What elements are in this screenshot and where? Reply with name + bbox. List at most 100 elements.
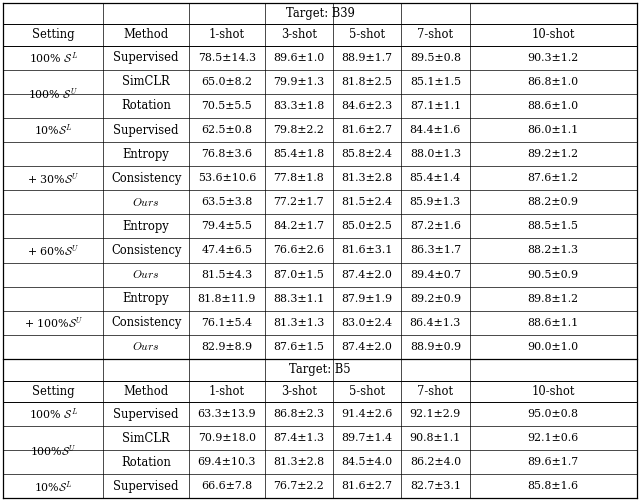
Text: SimCLR: SimCLR (122, 75, 170, 88)
Text: 87.6±1.2: 87.6±1.2 (527, 173, 579, 183)
Text: Method: Method (124, 29, 169, 42)
Text: 87.2±1.6: 87.2±1.6 (410, 221, 461, 231)
Text: 65.0±8.2: 65.0±8.2 (202, 77, 252, 87)
Text: 86.3±1.7: 86.3±1.7 (410, 245, 461, 256)
Text: Entropy: Entropy (123, 220, 170, 233)
Text: 79.8±2.2: 79.8±2.2 (273, 125, 324, 135)
Text: 87.4±2.0: 87.4±2.0 (342, 342, 392, 352)
Text: 84.4±1.6: 84.4±1.6 (410, 125, 461, 135)
Text: Entropy: Entropy (123, 292, 170, 305)
Text: $\boldsymbol{\mathit{Ours}}$: $\boldsymbol{\mathit{Ours}}$ (132, 340, 160, 353)
Text: 88.6±1.1: 88.6±1.1 (527, 318, 579, 328)
Text: 81.3±2.8: 81.3±2.8 (341, 173, 392, 183)
Text: 81.3±2.8: 81.3±2.8 (273, 457, 324, 467)
Text: + 30%$\mathcal{S}^U$: + 30%$\mathcal{S}^U$ (28, 171, 79, 185)
Text: 7-shot: 7-shot (417, 29, 453, 42)
Text: 88.6±1.0: 88.6±1.0 (527, 101, 579, 111)
Text: + 60%$\mathcal{S}^U$: + 60%$\mathcal{S}^U$ (28, 243, 79, 258)
Text: 70.9±18.0: 70.9±18.0 (198, 433, 256, 443)
Text: 90.5±0.9: 90.5±0.9 (527, 270, 579, 280)
Text: 76.7±2.2: 76.7±2.2 (273, 481, 324, 491)
Text: 63.3±13.9: 63.3±13.9 (198, 409, 256, 419)
Text: 86.8±2.3: 86.8±2.3 (273, 409, 324, 419)
Text: 89.6±1.7: 89.6±1.7 (527, 457, 579, 467)
Text: 81.6±2.7: 81.6±2.7 (341, 481, 392, 491)
Text: 5-shot: 5-shot (349, 29, 385, 42)
Text: 82.7±3.1: 82.7±3.1 (410, 481, 461, 491)
Text: 89.2±0.9: 89.2±0.9 (410, 294, 461, 304)
Text: 82.9±8.9: 82.9±8.9 (202, 342, 252, 352)
Text: 89.7±1.4: 89.7±1.4 (341, 433, 392, 443)
Text: 81.6±3.1: 81.6±3.1 (341, 245, 392, 256)
Text: 87.9±1.9: 87.9±1.9 (341, 294, 392, 304)
Text: Supervised: Supervised (113, 408, 179, 421)
Text: Method: Method (124, 385, 169, 398)
Text: 91.4±2.6: 91.4±2.6 (341, 409, 392, 419)
Text: 87.6±1.5: 87.6±1.5 (273, 342, 324, 352)
Text: 85.1±1.5: 85.1±1.5 (410, 77, 461, 87)
Text: 100% $\mathcal{S}^U$: 100% $\mathcal{S}^U$ (28, 87, 78, 101)
Text: Supervised: Supervised (113, 51, 179, 64)
Text: 76.8±3.6: 76.8±3.6 (202, 149, 252, 159)
Text: 90.0±1.0: 90.0±1.0 (527, 342, 579, 352)
Text: 77.2±1.7: 77.2±1.7 (273, 197, 324, 207)
Text: 86.2±4.0: 86.2±4.0 (410, 457, 461, 467)
Text: 84.5±4.0: 84.5±4.0 (341, 457, 392, 467)
Text: 86.0±1.1: 86.0±1.1 (527, 125, 579, 135)
Text: Entropy: Entropy (123, 148, 170, 161)
Text: 70.5±5.5: 70.5±5.5 (202, 101, 252, 111)
Text: 81.3±1.3: 81.3±1.3 (273, 318, 324, 328)
Text: 89.8±1.2: 89.8±1.2 (527, 294, 579, 304)
Text: 88.2±1.3: 88.2±1.3 (527, 245, 579, 256)
Text: 66.6±7.8: 66.6±7.8 (202, 481, 252, 491)
Text: 87.4±2.0: 87.4±2.0 (342, 270, 392, 280)
Text: 89.6±1.0: 89.6±1.0 (273, 53, 324, 63)
Text: Consistency: Consistency (111, 316, 181, 329)
Text: 89.4±0.7: 89.4±0.7 (410, 270, 461, 280)
Text: 83.0±2.4: 83.0±2.4 (341, 318, 392, 328)
Text: 88.9±0.9: 88.9±0.9 (410, 342, 461, 352)
Text: 3-shot: 3-shot (281, 385, 317, 398)
Text: 81.6±2.7: 81.6±2.7 (341, 125, 392, 135)
Text: 81.5±4.3: 81.5±4.3 (201, 270, 253, 280)
Text: 63.5±3.8: 63.5±3.8 (201, 197, 253, 207)
Text: 85.4±1.4: 85.4±1.4 (410, 173, 461, 183)
Text: 90.8±1.1: 90.8±1.1 (410, 433, 461, 443)
Text: 89.5±0.8: 89.5±0.8 (410, 53, 461, 63)
Text: Target: B39: Target: B39 (285, 7, 355, 20)
Text: 81.5±2.4: 81.5±2.4 (341, 197, 392, 207)
Text: 85.8±2.4: 85.8±2.4 (341, 149, 392, 159)
Text: 92.1±0.6: 92.1±0.6 (527, 433, 579, 443)
Text: 78.5±14.3: 78.5±14.3 (198, 53, 256, 63)
Text: 86.8±1.0: 86.8±1.0 (527, 77, 579, 87)
Text: 87.1±1.1: 87.1±1.1 (410, 101, 461, 111)
Text: Setting: Setting (32, 29, 75, 42)
Text: 79.4±5.5: 79.4±5.5 (202, 221, 252, 231)
Text: 86.4±1.3: 86.4±1.3 (410, 318, 461, 328)
Text: 10-shot: 10-shot (531, 385, 575, 398)
Text: 3-shot: 3-shot (281, 29, 317, 42)
Text: 85.4±1.8: 85.4±1.8 (273, 149, 324, 159)
Text: 100% $\mathcal{S}^L$: 100% $\mathcal{S}^L$ (29, 407, 78, 421)
Text: + 100%$\mathcal{S}^U$: + 100%$\mathcal{S}^U$ (24, 316, 83, 330)
Text: 81.8±2.5: 81.8±2.5 (341, 77, 392, 87)
Text: 5-shot: 5-shot (349, 385, 385, 398)
Text: 88.0±1.3: 88.0±1.3 (410, 149, 461, 159)
Text: 84.6±2.3: 84.6±2.3 (341, 101, 392, 111)
Text: 100% $\mathcal{S}^L$: 100% $\mathcal{S}^L$ (29, 51, 78, 65)
Text: 76.1±5.4: 76.1±5.4 (202, 318, 252, 328)
Text: Supervised: Supervised (113, 480, 179, 493)
Text: 85.8±1.6: 85.8±1.6 (527, 481, 579, 491)
Text: 53.6±10.6: 53.6±10.6 (198, 173, 256, 183)
Text: 85.9±1.3: 85.9±1.3 (410, 197, 461, 207)
Text: SimCLR: SimCLR (122, 432, 170, 445)
Text: 10%$\mathcal{S}^L$: 10%$\mathcal{S}^L$ (34, 479, 72, 494)
Text: 89.2±1.2: 89.2±1.2 (527, 149, 579, 159)
Text: 1-shot: 1-shot (209, 29, 245, 42)
Text: 10-shot: 10-shot (531, 29, 575, 42)
Text: 10%$\mathcal{S}^L$: 10%$\mathcal{S}^L$ (34, 123, 72, 137)
Text: 79.9±1.3: 79.9±1.3 (273, 77, 324, 87)
Text: 62.5±0.8: 62.5±0.8 (202, 125, 252, 135)
Text: 88.9±1.7: 88.9±1.7 (341, 53, 392, 63)
Text: Setting: Setting (32, 385, 75, 398)
